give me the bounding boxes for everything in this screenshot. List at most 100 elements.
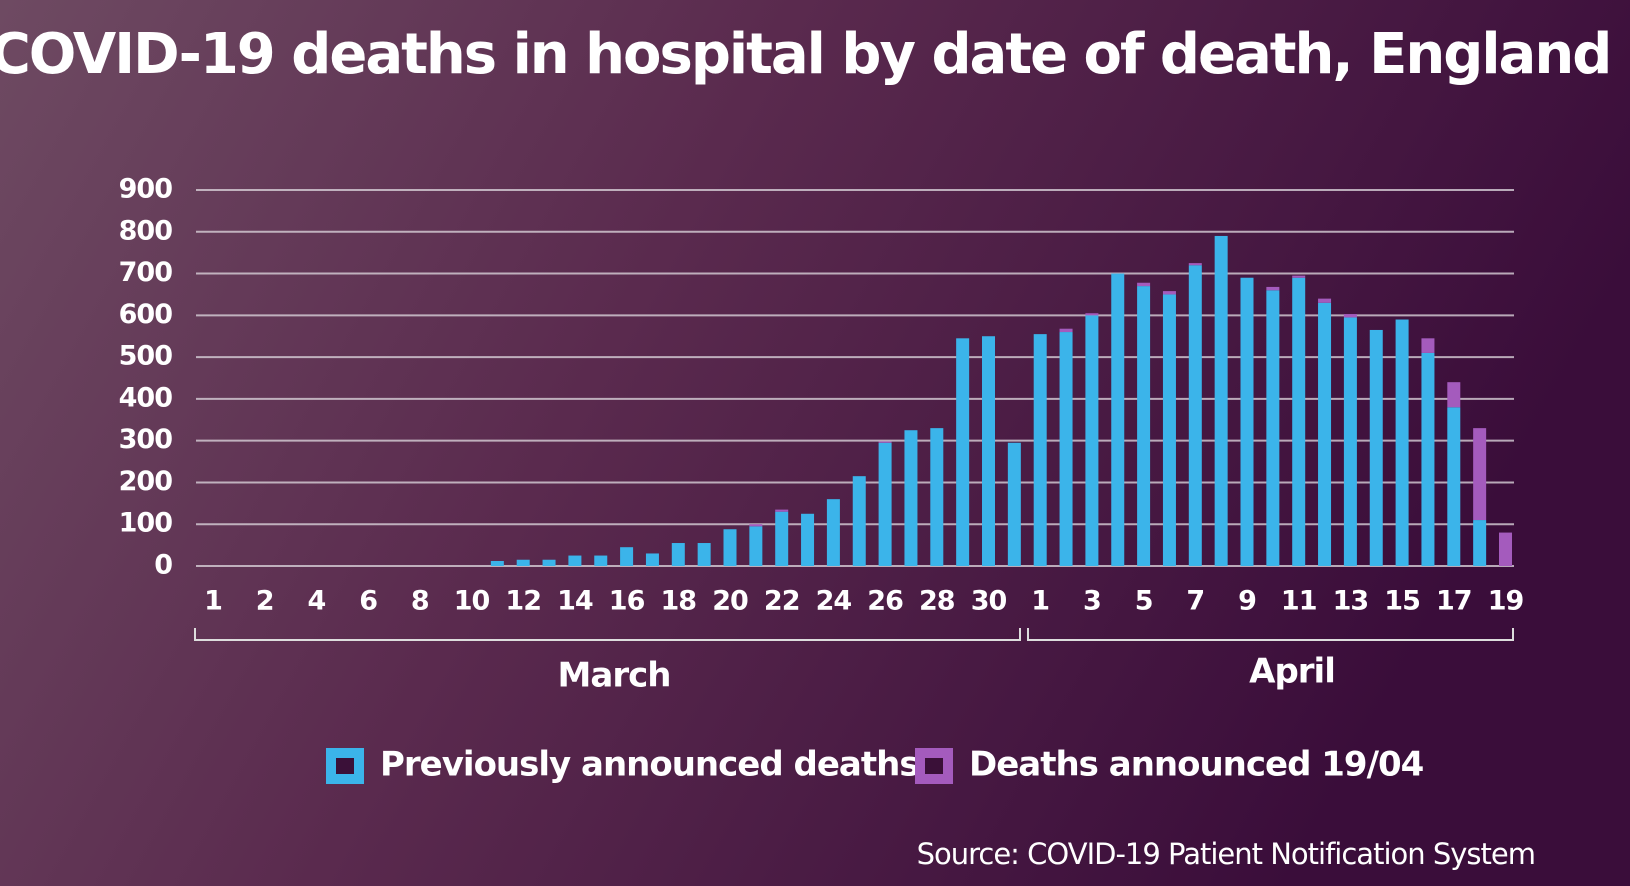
- bar-segment: [1085, 315, 1099, 566]
- april-bracket: [1027, 628, 1514, 641]
- x-tick-label: 17: [1436, 586, 1472, 617]
- y-tick-label: 500: [119, 341, 173, 372]
- x-tick-label: 1: [204, 586, 222, 617]
- group-label: March: [558, 656, 671, 696]
- bar-segment: [1292, 277, 1306, 566]
- bar-segment: [775, 509, 789, 512]
- march-bracket: [194, 628, 1021, 641]
- x-tick-label: 24: [816, 586, 852, 617]
- bar-segment: [749, 524, 763, 527]
- x-tick-label: 2: [256, 586, 274, 617]
- bar-segment: [930, 428, 944, 566]
- y-tick-label: 100: [119, 508, 173, 539]
- y-tick-label: 600: [119, 299, 173, 330]
- bar-segment: [852, 476, 866, 566]
- source: Source: COVID-19 Patient Notification Sy…: [917, 837, 1535, 871]
- legend-label: Deaths announced 19/04: [969, 745, 1424, 785]
- x-tick-label: 9: [1238, 586, 1256, 617]
- bar-segment: [568, 555, 582, 566]
- bar-segment: [1343, 317, 1357, 566]
- bar-segment: [1137, 282, 1151, 287]
- bar-segment: [1499, 532, 1512, 566]
- bar-segment: [1292, 275, 1306, 278]
- bar-segment: [1473, 428, 1487, 521]
- bar-segment: [982, 336, 995, 566]
- bar-segment: [1447, 407, 1461, 566]
- x-tick-label: 4: [308, 586, 326, 617]
- bar-segment: [1369, 329, 1383, 566]
- group-label: April: [1249, 652, 1335, 692]
- y-tick-label: 200: [119, 466, 173, 497]
- bar-segment: [1266, 290, 1280, 566]
- x-tick-label: 26: [867, 586, 903, 617]
- x-tick-label: 14: [557, 586, 593, 617]
- bar-segment: [594, 555, 608, 566]
- y-tick-label: 900: [119, 174, 173, 205]
- bar-segment: [1059, 332, 1073, 566]
- x-tick-label: 6: [359, 586, 377, 617]
- bar-segment: [1395, 319, 1409, 566]
- y-tick-label: 400: [119, 382, 173, 413]
- y-tick-label: 800: [119, 215, 173, 246]
- bar-segment: [620, 547, 634, 566]
- y-tick-label: 0: [154, 550, 172, 581]
- bar-segment: [1447, 382, 1461, 408]
- bar-segment: [1188, 263, 1202, 266]
- x-tick-label: 12: [505, 586, 541, 617]
- bar-segment: [671, 543, 685, 566]
- bar-segment: [1033, 334, 1047, 566]
- bar-segment: [723, 529, 737, 566]
- bar-segment: [1318, 302, 1332, 566]
- bar-segment: [1343, 314, 1357, 318]
- x-tick-label: 30: [971, 586, 1007, 617]
- chart-title: COVID-19 deaths in hospital by date of d…: [0, 22, 1610, 87]
- bar-segment: [801, 513, 815, 566]
- group-brackets: [194, 628, 1514, 641]
- bar-segment: [1007, 442, 1021, 566]
- x-tick-label: 19: [1488, 586, 1524, 617]
- x-tick-label: 22: [764, 586, 800, 617]
- bar-segment: [904, 430, 918, 566]
- bar-segment: [826, 499, 840, 566]
- bar-segment: [542, 559, 556, 566]
- x-tick-label: 3: [1083, 586, 1101, 617]
- legend-label: Previously announced deaths: [380, 745, 919, 785]
- legend-swatch-inner: [336, 758, 354, 774]
- x-tick-label: 7: [1186, 586, 1204, 617]
- x-tick-label: 1: [1031, 586, 1049, 617]
- bar-segment: [490, 560, 504, 566]
- bar-segment: [775, 511, 789, 566]
- bar-segment: [749, 526, 763, 566]
- bar-segment: [1162, 291, 1176, 295]
- x-tick-label: 16: [609, 586, 645, 617]
- bar-segment: [1059, 328, 1073, 333]
- x-tick-label: 28: [919, 586, 955, 617]
- bar-segment: [1421, 352, 1435, 566]
- bar-segment: [1214, 235, 1228, 566]
- bar-segment: [1266, 286, 1280, 291]
- x-tick-label: 20: [712, 586, 748, 617]
- bar-segment: [878, 441, 892, 443]
- x-tick-label: 8: [411, 586, 429, 617]
- x-tick-label: 10: [454, 586, 490, 617]
- bar-segment: [1240, 277, 1254, 566]
- y-tick-label: 700: [119, 257, 173, 288]
- bar-segment: [1421, 338, 1435, 353]
- bar-segment: [697, 543, 711, 566]
- bar-segment: [516, 559, 530, 566]
- bar-segment: [1318, 298, 1332, 303]
- bar-segment: [878, 442, 892, 566]
- x-tick-label: 5: [1135, 586, 1153, 617]
- x-tick-label: 13: [1333, 586, 1369, 617]
- bar-segment: [956, 338, 970, 566]
- bar-segment: [645, 553, 659, 566]
- bar-segment: [1162, 294, 1176, 566]
- bar-segment: [1085, 313, 1099, 316]
- bar-segment: [1473, 520, 1487, 566]
- x-tick-label: 11: [1281, 586, 1317, 617]
- y-tick-label: 300: [119, 424, 173, 455]
- bar-segment: [1111, 273, 1125, 566]
- legend-swatch-inner: [925, 758, 943, 774]
